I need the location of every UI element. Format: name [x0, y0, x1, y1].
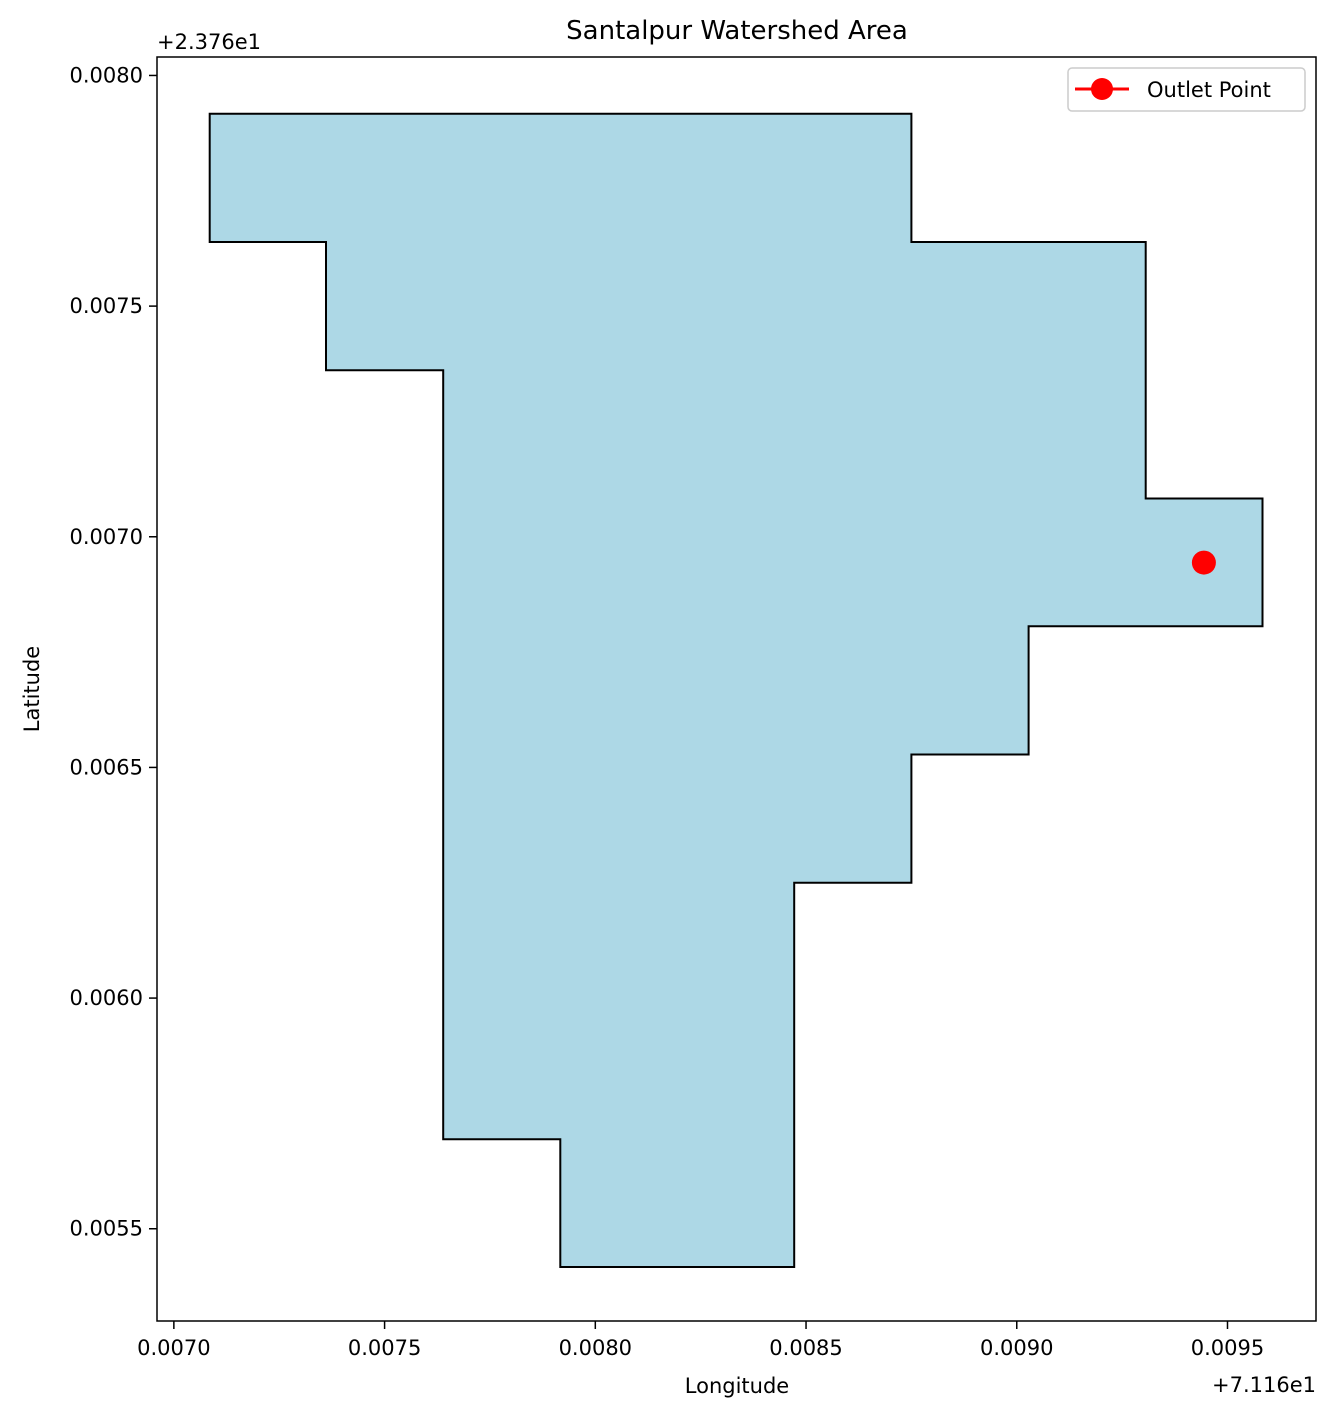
legend-box: [1067, 67, 1306, 112]
y-tick-label: 0.0055: [70, 1217, 143, 1241]
x-tick-label: 0.0090: [980, 1336, 1053, 1360]
y-axis-label: Latitude: [20, 646, 44, 732]
x-axis-ticks: 0.0070 0.0075 0.0080 0.0085 0.0090 0.0095: [137, 1321, 1264, 1360]
y-offset-label: +2.376e1: [157, 30, 261, 54]
y-tick-label: 0.0060: [70, 986, 143, 1010]
plot-frame: [156, 56, 1317, 1322]
y-tick-label: 0.0070: [70, 525, 143, 549]
legend: Outlet Point: [1067, 67, 1306, 112]
x-tick-label: 0.0070: [137, 1336, 210, 1360]
y-axis-ticks: 0.0055 0.0060 0.0065 0.0070 0.0075 0.0080: [70, 63, 157, 1241]
y-tick-label: 0.0065: [70, 755, 143, 779]
x-tick-label: 0.0080: [559, 1336, 632, 1360]
y-tick-label: 0.0075: [70, 294, 143, 318]
x-axis-label: Longitude: [685, 1374, 789, 1398]
legend-marker: [1091, 78, 1113, 100]
x-offset-label: +7.116e1: [1212, 1373, 1316, 1397]
watershed-polygon: [208, 112, 1264, 1268]
x-tick-label: 0.0085: [769, 1336, 842, 1360]
x-tick-label: 0.0095: [1191, 1336, 1264, 1360]
legend-label: Outlet Point: [1147, 78, 1271, 102]
y-tick-label: 0.0080: [70, 63, 143, 87]
outlet-points: [1191, 550, 1216, 575]
chart-title: Santalpur Watershed Area: [566, 16, 908, 46]
x-tick-label: 0.0075: [348, 1336, 421, 1360]
outlet-point-marker: [1191, 550, 1216, 575]
